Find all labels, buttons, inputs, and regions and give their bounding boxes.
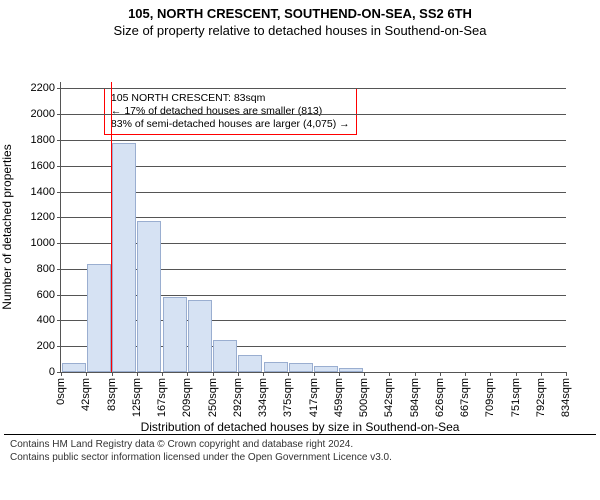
annotation-line: 105 NORTH CRESCENT: 83sqm (111, 92, 350, 105)
xtick-mark (516, 372, 517, 376)
xtick-label: 751sqm (510, 378, 522, 417)
xtick-label: 709sqm (484, 378, 496, 417)
ytick-label: 200 (37, 340, 61, 352)
xtick-mark (213, 372, 214, 376)
xtick-mark (440, 372, 441, 376)
ytick-label: 400 (37, 314, 61, 326)
histogram-bar (62, 363, 86, 372)
xtick-label: 292sqm (232, 378, 244, 417)
xtick-label: 834sqm (560, 378, 572, 417)
xtick-mark (61, 372, 62, 376)
histogram-bar (163, 297, 187, 372)
gridline (61, 166, 566, 167)
gridline (61, 217, 566, 218)
xtick-label: 667sqm (459, 378, 471, 417)
xtick-mark (112, 372, 113, 376)
page-title: 105, NORTH CRESCENT, SOUTHEND-ON-SEA, SS… (0, 0, 600, 21)
xtick-label: 542sqm (383, 378, 395, 417)
gridline (61, 192, 566, 193)
xtick-label: 167sqm (156, 378, 168, 417)
xtick-mark (339, 372, 340, 376)
annotation-box: 105 NORTH CRESCENT: 83sqm← 17% of detach… (104, 88, 357, 135)
annotation-line: ← 17% of detached houses are smaller (81… (111, 105, 350, 118)
gridline (61, 88, 566, 89)
histogram-bar (87, 264, 111, 372)
xtick-mark (364, 372, 365, 376)
ytick-label: 2000 (31, 108, 61, 120)
xtick-mark (314, 372, 315, 376)
ytick-label: 1200 (31, 211, 61, 223)
histogram-bar (137, 221, 161, 372)
footer-attribution: Contains HM Land Registry data © Crown c… (4, 434, 596, 464)
histogram-chart: Number of detached properties 105 NORTH … (0, 38, 600, 418)
marker-line (111, 82, 112, 372)
xtick-label: 42sqm (80, 378, 92, 411)
ytick-label: 800 (37, 263, 61, 275)
xtick-mark (566, 372, 567, 376)
xtick-mark (263, 372, 264, 376)
xtick-mark (187, 372, 188, 376)
histogram-bar (264, 362, 288, 372)
plot-area: 105 NORTH CRESCENT: 83sqm← 17% of detach… (60, 82, 566, 373)
histogram-bar (339, 368, 363, 372)
xtick-label: 334sqm (257, 378, 269, 417)
x-axis-label: Distribution of detached houses by size … (0, 418, 600, 434)
xtick-label: 584sqm (409, 378, 421, 417)
ytick-label: 1400 (31, 186, 61, 198)
xtick-mark (415, 372, 416, 376)
xtick-mark (137, 372, 138, 376)
xtick-label: 83sqm (106, 378, 118, 411)
histogram-bar (213, 340, 237, 372)
histogram-bar (112, 143, 136, 372)
xtick-mark (86, 372, 87, 376)
footer-line-1: Contains HM Land Registry data © Crown c… (10, 439, 590, 452)
xtick-label: 209sqm (181, 378, 193, 417)
xtick-label: 0sqm (55, 378, 67, 405)
histogram-bar (188, 300, 212, 372)
xtick-label: 125sqm (131, 378, 143, 417)
xtick-label: 792sqm (535, 378, 547, 417)
xtick-label: 626sqm (434, 378, 446, 417)
xtick-label: 500sqm (358, 378, 370, 417)
histogram-bar (238, 355, 262, 372)
xtick-mark (465, 372, 466, 376)
xtick-label: 459sqm (333, 378, 345, 417)
xtick-mark (541, 372, 542, 376)
gridline (61, 140, 566, 141)
y-axis-label: Number of detached properties (0, 144, 14, 309)
xtick-mark (389, 372, 390, 376)
gridline (61, 114, 566, 115)
page-subtitle: Size of property relative to detached ho… (0, 21, 600, 38)
xtick-mark (288, 372, 289, 376)
histogram-bar (314, 366, 338, 372)
ytick-label: 1600 (31, 160, 61, 172)
xtick-mark (162, 372, 163, 376)
ytick-label: 0 (49, 366, 61, 378)
ytick-label: 600 (37, 289, 61, 301)
ytick-label: 2200 (31, 82, 61, 94)
annotation-line: 83% of semi-detached houses are larger (… (111, 118, 350, 131)
ytick-label: 1000 (31, 237, 61, 249)
xtick-label: 375sqm (282, 378, 294, 417)
histogram-bar (289, 363, 313, 372)
xtick-label: 250sqm (207, 378, 219, 417)
ytick-label: 1800 (31, 134, 61, 146)
xtick-mark (490, 372, 491, 376)
xtick-label: 417sqm (308, 378, 320, 417)
footer-line-2: Contains public sector information licen… (10, 452, 590, 465)
xtick-mark (238, 372, 239, 376)
